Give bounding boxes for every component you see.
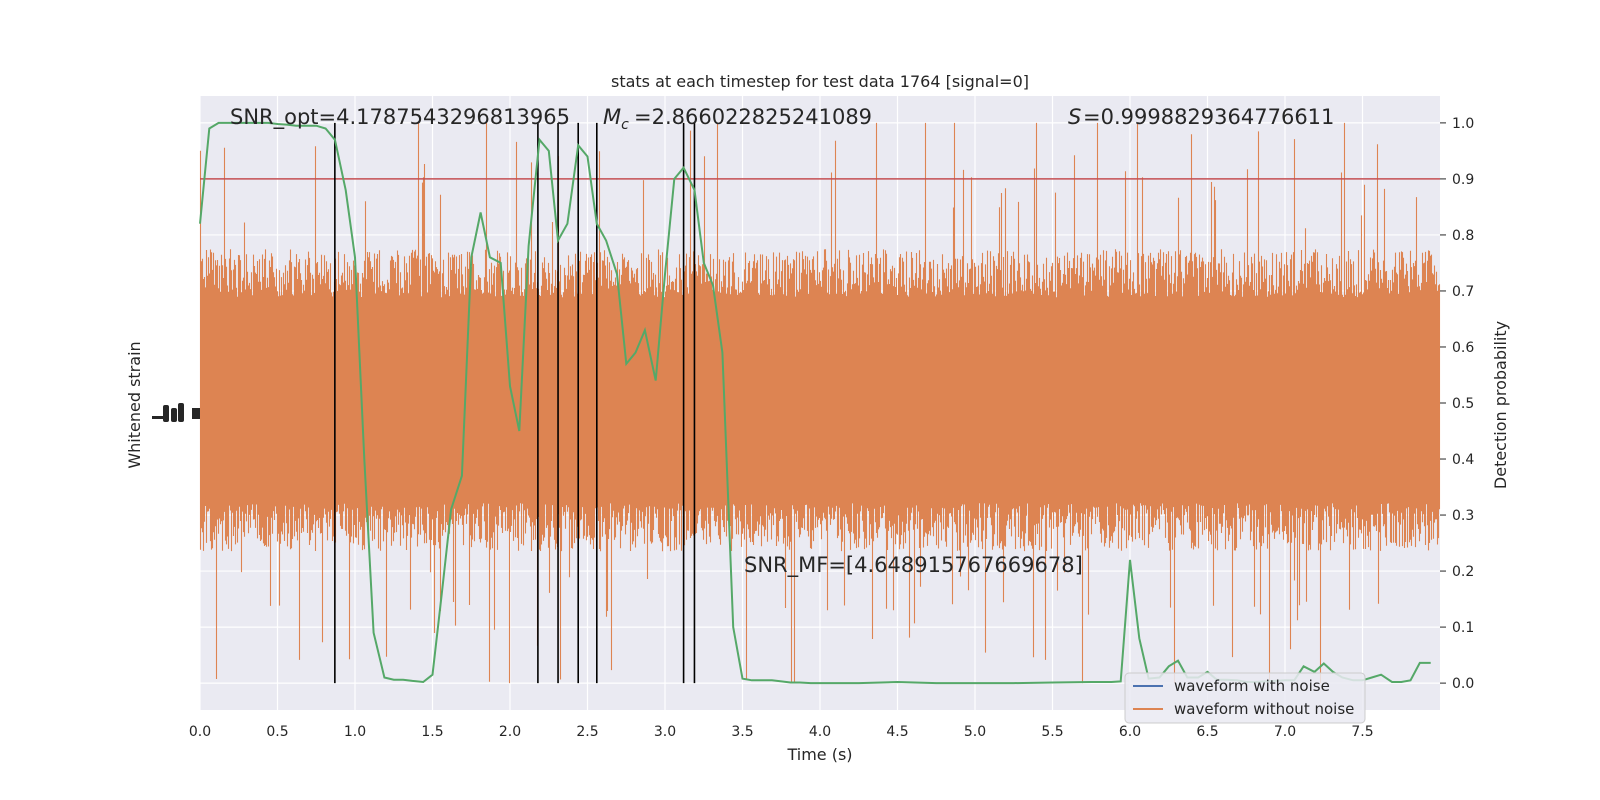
y-tick-label: 0.0: [1452, 676, 1474, 692]
x-tick-label: 2.0: [499, 724, 521, 740]
y-tick-label: 0.3: [1452, 508, 1474, 524]
legend-label-with-noise: waveform with noise: [1174, 677, 1330, 695]
x-tick-label: 7.5: [1351, 724, 1373, 740]
y-tick-label: 1.0: [1452, 116, 1474, 132]
y-tick-label: 0.1: [1452, 620, 1474, 636]
waveform-without-noise-series: [199, 122, 1441, 684]
x-tick-label: 1.5: [421, 724, 443, 740]
x-axis-label: Time (s): [786, 745, 852, 764]
legend-box: [1124, 672, 1366, 724]
x-tick-label: 6.5: [1196, 724, 1218, 740]
right-y-axis-label: Detection probability: [1491, 321, 1510, 489]
x-tick-label: 5.5: [1041, 724, 1063, 740]
x-tick-label: 5.0: [964, 724, 986, 740]
y-tick-label: 0.8: [1452, 228, 1474, 244]
legend: waveform with noise waveform without noi…: [1124, 672, 1366, 724]
snr-opt-annotation: SNR_opt=4.1787543296813965: [230, 105, 570, 130]
left-y-axis-label: Whitened strain: [125, 341, 144, 468]
y-tick-label: 0.9: [1452, 172, 1474, 188]
y-tick-label: 0.6: [1452, 340, 1474, 356]
left-tick-labels-cluttered: [152, 403, 200, 422]
legend-label-without-noise: waveform without noise: [1174, 700, 1354, 718]
chart-title: stats at each timestep for test data 176…: [611, 72, 1029, 91]
x-tick-label: 4.0: [809, 724, 831, 740]
y-tick-label: 0.7: [1452, 284, 1474, 300]
waveform-without-noise-line: [199, 122, 1441, 684]
x-tick-labels: 0.0 0.5 1.0 1.5 2.0 2.5 3.0 3.5 4.0 4.5 5.0 5.5 6.0 6…: [189, 724, 1374, 740]
x-tick-label: 2.5: [576, 724, 598, 740]
x-tick-label: 0.0: [189, 724, 211, 740]
snr-mf-annotation: SNR_MF=[4.648915767669678]: [744, 553, 1083, 578]
y-tick-label: 0.4: [1452, 452, 1474, 468]
x-tick-label: 1.0: [344, 724, 366, 740]
x-tick-label: 7.0: [1274, 724, 1296, 740]
y-tick-label: 0.5: [1452, 396, 1474, 412]
s-annotation-symbol: S: [1068, 105, 1081, 129]
mc-annotation: =2.866022825241089: [634, 105, 872, 129]
x-tick-label: 3.5: [731, 724, 753, 740]
s-annotation: =0.9998829364776611: [1083, 105, 1334, 129]
y-tick-labels-right: 0.0 0.1 0.2 0.3 0.4 0.5 0.6 0.7 0.8 0.9 1.0: [1440, 116, 1474, 692]
x-tick-label: 0.5: [266, 724, 288, 740]
y-tick-label: 0.2: [1452, 564, 1474, 580]
x-tick-label: 6.0: [1119, 724, 1141, 740]
x-tick-label: 4.5: [886, 724, 908, 740]
vertical-markers: [334, 122, 696, 684]
x-tick-label: 3.0: [654, 724, 676, 740]
